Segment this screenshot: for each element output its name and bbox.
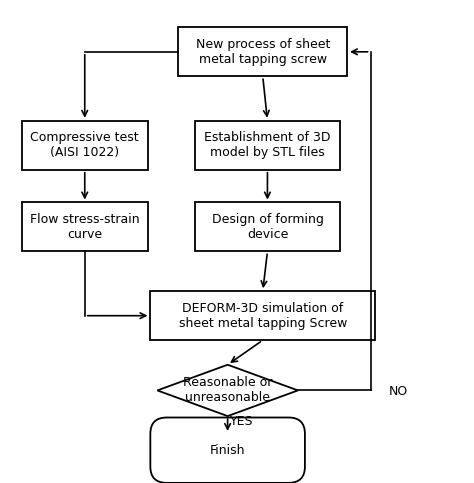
Text: YES: YES	[230, 415, 254, 428]
FancyBboxPatch shape	[150, 291, 375, 340]
Text: Finish: Finish	[210, 444, 246, 457]
FancyBboxPatch shape	[21, 121, 148, 170]
Text: DEFORM-3D simulation of
sheet metal tapping Screw: DEFORM-3D simulation of sheet metal tapp…	[179, 302, 347, 330]
Text: Reasonable or
unreasonable: Reasonable or unreasonable	[183, 376, 273, 404]
FancyBboxPatch shape	[21, 202, 148, 252]
Text: New process of sheet
metal tapping screw: New process of sheet metal tapping screw	[196, 38, 330, 66]
Polygon shape	[157, 365, 298, 416]
Text: NO: NO	[389, 385, 408, 398]
Text: Establishment of 3D
model by STL files: Establishment of 3D model by STL files	[204, 131, 331, 159]
FancyBboxPatch shape	[195, 121, 340, 170]
Text: Flow stress-strain
curve: Flow stress-strain curve	[30, 213, 139, 241]
FancyBboxPatch shape	[150, 417, 305, 483]
FancyBboxPatch shape	[195, 202, 340, 252]
Text: Compressive test
(AISI 1022): Compressive test (AISI 1022)	[30, 131, 139, 159]
Text: Design of forming
device: Design of forming device	[211, 213, 323, 241]
FancyBboxPatch shape	[178, 28, 347, 76]
